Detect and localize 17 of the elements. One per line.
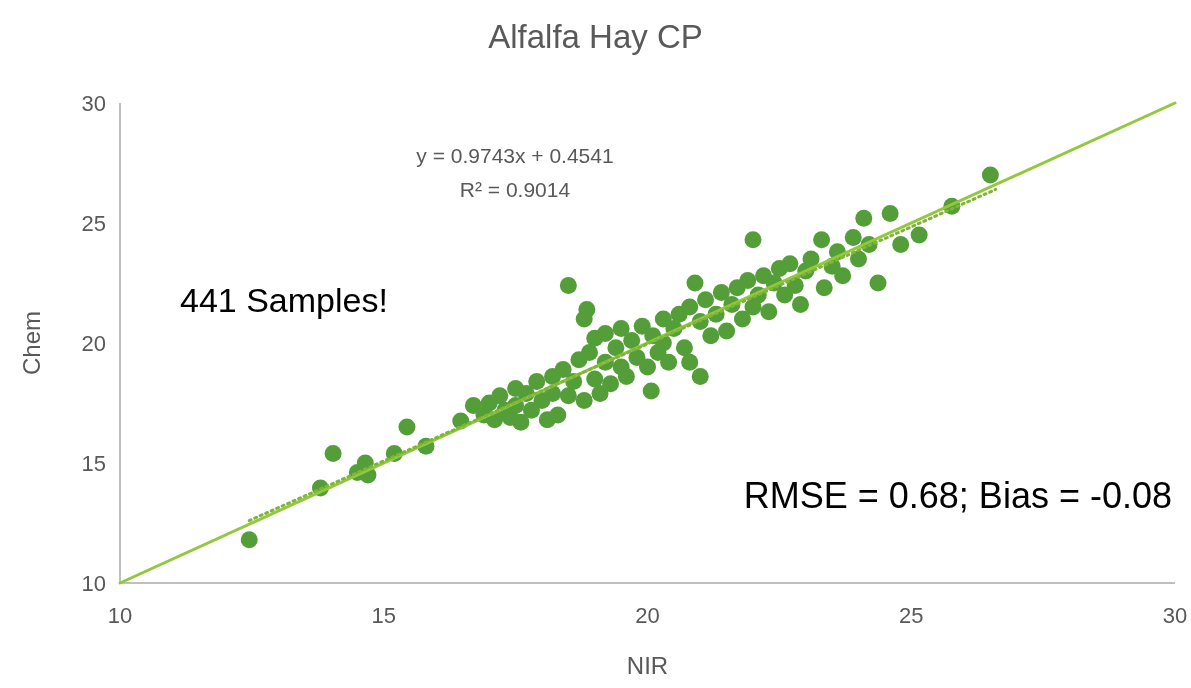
y-tick-label: 30 — [81, 91, 106, 116]
x-tick-label: 30 — [1162, 603, 1188, 628]
annotation: y = 0.9743x + 0.4541 — [416, 144, 614, 167]
x-tick-label: 25 — [899, 603, 924, 628]
y-tick-label: 10 — [81, 571, 106, 596]
annotation: R² = 0.9014 — [459, 178, 571, 201]
y-axis-title: Chem — [18, 310, 45, 376]
y-tick-label: 15 — [81, 451, 106, 476]
annotation: 441 Samples! — [180, 281, 388, 319]
y-tick-label: 20 — [81, 331, 106, 356]
annotation: RMSE = 0.68; Bias = -0.08 — [743, 475, 1172, 516]
x-tick-label: 20 — [635, 603, 660, 628]
x-tick-label: 10 — [107, 603, 133, 628]
x-axis-title: NIR — [626, 652, 669, 679]
x-tick-label: 15 — [371, 603, 396, 628]
chart-title: Alfalfa Hay CP — [488, 18, 703, 55]
y-tick-label: 25 — [81, 211, 106, 236]
